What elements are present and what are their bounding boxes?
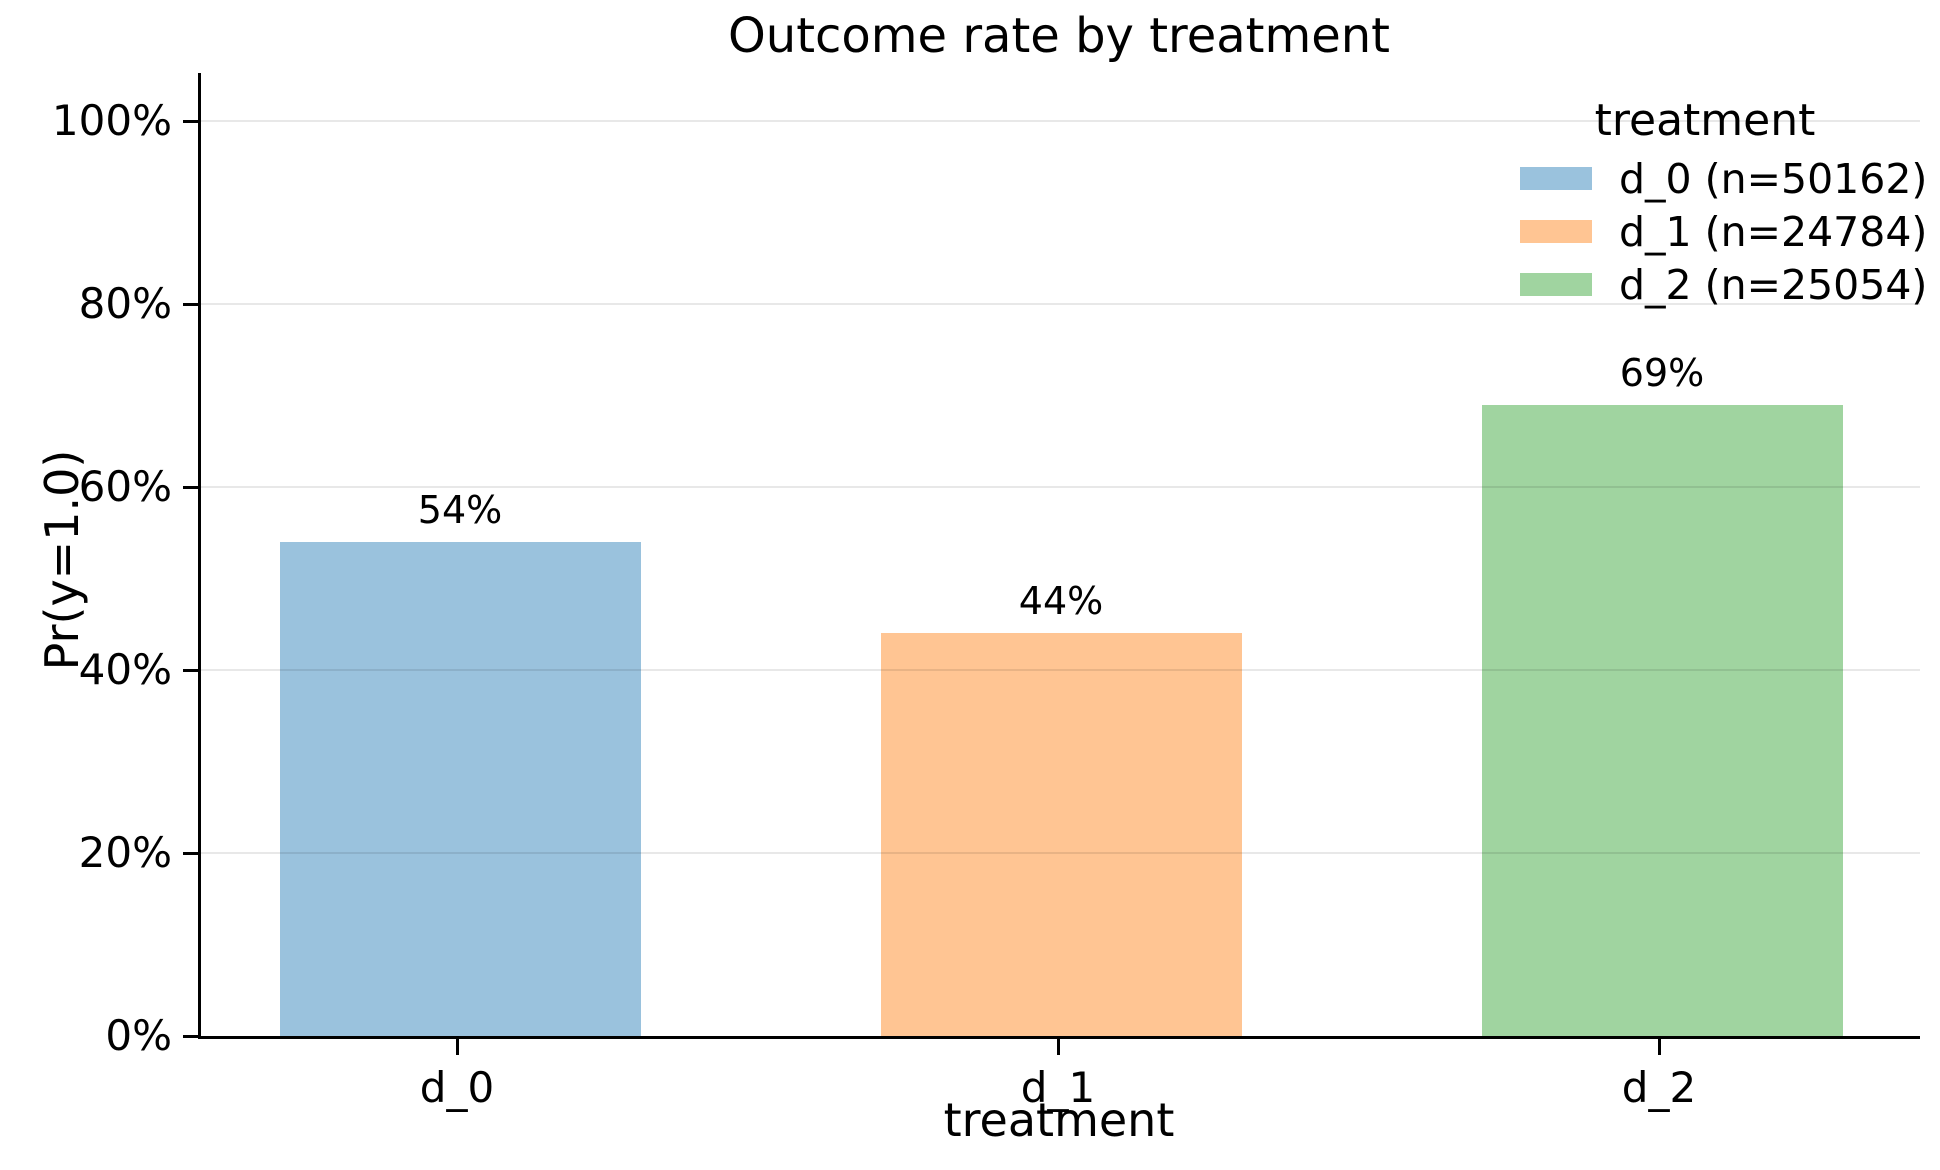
- legend-row-2: d_2 (n=25054): [1520, 258, 1927, 311]
- y-tick-label-60: 60%: [78, 462, 172, 511]
- bar-d_2: [1481, 404, 1843, 1036]
- gridline-100: [201, 120, 1920, 122]
- gridline-80: [201, 303, 1920, 305]
- y-tick-mark-20: [183, 851, 198, 855]
- bar-d_1: [880, 633, 1242, 1036]
- legend-label-0: d_0 (n=50162): [1619, 154, 1928, 203]
- bar-value-label-d_2: 69%: [1619, 350, 1705, 395]
- y-tick-mark-0: [183, 1034, 198, 1038]
- legend-title: treatment: [1594, 95, 1816, 146]
- y-tick-label-80: 80%: [78, 279, 172, 328]
- x-tick-mark-d_2: [1657, 1039, 1661, 1055]
- legend: treatment d_0 (n=50162) d_1 (n=24784) d_2 …: [1520, 95, 1927, 311]
- legend-rows: d_0 (n=50162) d_1 (n=24784) d_2 (n=25054): [1520, 152, 1927, 311]
- gridline-40: [201, 669, 1920, 671]
- legend-label-2: d_2 (n=25054): [1619, 260, 1928, 309]
- y-axis-label: Pr(y=1.0): [35, 449, 89, 671]
- y-tick-mark-60: [183, 485, 198, 489]
- legend-swatch-2: [1520, 273, 1592, 296]
- legend-row-0: d_0 (n=50162): [1520, 152, 1927, 205]
- x-axis-label: treatment: [943, 1093, 1175, 1147]
- x-tick-mark-d_1: [1056, 1039, 1060, 1055]
- legend-swatch-0: [1520, 167, 1592, 190]
- y-tick-mark-40: [183, 668, 198, 672]
- x-tick-label-d_0: d_0: [419, 1063, 495, 1112]
- x-tick-mark-d_0: [455, 1039, 459, 1055]
- y-tick-label-100: 100%: [51, 96, 172, 145]
- bar-value-label-d_1: 44%: [1018, 579, 1104, 624]
- plot-area: 54% 44% 69%: [198, 73, 1920, 1039]
- bar-d_0: [279, 541, 641, 1036]
- y-tick-label-40: 40%: [78, 645, 172, 694]
- legend-label-1: d_1 (n=24784): [1619, 207, 1928, 256]
- gridline-60: [201, 486, 1920, 488]
- gridline-20: [201, 852, 1920, 854]
- y-tick-mark-100: [183, 119, 198, 123]
- y-tick-label-0: 0%: [105, 1011, 172, 1060]
- x-tick-label-d_1: d_1: [1020, 1063, 1096, 1112]
- y-tick-mark-80: [183, 302, 198, 306]
- legend-row-1: d_1 (n=24784): [1520, 205, 1927, 258]
- y-tick-label-20: 20%: [78, 828, 172, 877]
- bar-value-label-d_0: 54%: [417, 487, 503, 532]
- x-tick-label-d_2: d_2: [1621, 1063, 1697, 1112]
- legend-swatch-1: [1520, 220, 1592, 243]
- chart-title: Outcome rate by treatment: [727, 8, 1390, 64]
